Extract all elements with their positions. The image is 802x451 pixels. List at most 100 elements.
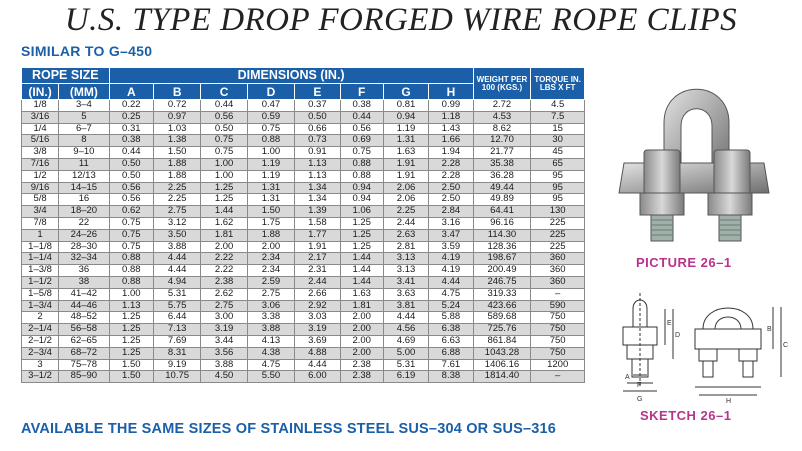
table-cell: – bbox=[530, 370, 585, 384]
table-cell: 7/8 bbox=[20, 216, 60, 230]
table-cell: 6.19 bbox=[382, 370, 430, 384]
table-row: 1–3/8 36 0.88 4.44 2.22 2.34 2.31 1.44 3.13 4.19 2… bbox=[20, 264, 585, 277]
table-cell: 1.25 bbox=[108, 323, 154, 336]
table-cell: 5.00 bbox=[382, 346, 430, 360]
table-cell: 8 bbox=[58, 134, 110, 148]
table-cell: 56–58 bbox=[58, 323, 110, 336]
table-cell: 2.59 bbox=[246, 275, 296, 289]
table-cell: 2.84 bbox=[428, 205, 474, 218]
table-cell: 0.81 bbox=[382, 99, 430, 112]
table-cell: 2.25 bbox=[152, 193, 202, 207]
table-row: 3/8 9–10 0.44 1.50 0.75 1.00 0.91 0.75 1.63 1.94 2… bbox=[20, 146, 585, 159]
table-cell: 4.69 bbox=[382, 334, 430, 348]
table-cell: 1.81 bbox=[200, 228, 248, 242]
table-cell: 4.75 bbox=[246, 358, 296, 372]
table-cell: 1–1/4 bbox=[20, 252, 60, 266]
table-cell: 1.58 bbox=[294, 216, 341, 230]
table-cell: 2.25 bbox=[382, 205, 430, 218]
table-cell: 8.31 bbox=[152, 346, 202, 360]
table-cell: 30 bbox=[530, 134, 585, 148]
table-cell: 1.00 bbox=[200, 169, 248, 183]
table-cell: 6–7 bbox=[58, 122, 110, 136]
table-cell: 1.13 bbox=[108, 299, 154, 313]
table-cell: 1.25 bbox=[200, 181, 248, 195]
table-cell: 22 bbox=[58, 216, 110, 230]
table-cell: 5.24 bbox=[428, 299, 474, 313]
table-cell: 1.00 bbox=[200, 157, 248, 171]
table-cell: 3/16 bbox=[20, 110, 60, 124]
table-cell: 11 bbox=[58, 157, 110, 171]
table-cell: 1.25 bbox=[339, 216, 384, 230]
footer-note: AVAILABLE THE SAME SIZES OF STAINLESS ST… bbox=[21, 421, 557, 437]
table-row: 2–3/4 68–72 1.25 8.31 3.56 4.38 4.88 2.00 5.00 6.… bbox=[20, 346, 585, 360]
table-cell: 2.44 bbox=[382, 216, 430, 230]
table-cell: 65 bbox=[530, 157, 585, 171]
table-cell: 1.63 bbox=[382, 146, 430, 159]
picture-caption: PICTURE 26–1 bbox=[636, 255, 732, 270]
table-cell: 1.77 bbox=[294, 228, 341, 242]
col-c-header: C bbox=[200, 83, 248, 100]
table-cell: 1.03 bbox=[152, 122, 202, 136]
table-cell: 1.00 bbox=[108, 287, 154, 301]
table-cell: 1.91 bbox=[294, 240, 341, 254]
table-cell: 49.44 bbox=[472, 181, 532, 195]
table-cell: 725.76 bbox=[472, 323, 532, 336]
table-cell: 360 bbox=[530, 252, 585, 266]
table-cell: 114.30 bbox=[472, 228, 532, 242]
table-cell: 1–3/4 bbox=[20, 299, 60, 313]
table-cell: 2.06 bbox=[382, 193, 430, 207]
table-cell: 95 bbox=[530, 181, 585, 195]
table-cell: 0.56 bbox=[108, 193, 154, 207]
table-cell: 24–26 bbox=[58, 228, 110, 242]
table-cell: 3 bbox=[20, 358, 60, 372]
table-cell: 10.75 bbox=[152, 370, 202, 384]
table-cell: 1.50 bbox=[108, 370, 154, 384]
table-cell: 1.13 bbox=[294, 157, 341, 171]
table-row: 3/16 5 0.25 0.97 0.56 0.59 0.50 0.44 0.94 1.18 4.5… bbox=[20, 110, 585, 124]
table-cell: 1.75 bbox=[246, 216, 296, 230]
table-cell: 3–4 bbox=[58, 99, 110, 112]
table-cell: 861.84 bbox=[472, 334, 532, 348]
weight-header: WEIGHT PER 100 (KGS.) bbox=[472, 67, 532, 100]
table-cell: 0.44 bbox=[339, 110, 384, 124]
table-cell: 5.75 bbox=[152, 299, 202, 313]
table-cell: 1–3/8 bbox=[20, 264, 60, 277]
table-row: 1 24–26 0.75 3.50 1.81 1.88 1.77 1.25 2.63 3.47 11… bbox=[20, 228, 585, 242]
table-cell: 5.31 bbox=[152, 287, 202, 301]
table-cell: 3.69 bbox=[294, 334, 341, 348]
table-cell: 246.75 bbox=[472, 275, 532, 289]
table-cell: 48–52 bbox=[58, 311, 110, 325]
table-cell: 0.56 bbox=[108, 181, 154, 195]
table-cell: 319.33 bbox=[472, 287, 532, 301]
table-cell: 225 bbox=[530, 240, 585, 254]
table-cell: 1.88 bbox=[246, 228, 296, 242]
table-cell: 1.25 bbox=[339, 228, 384, 242]
table-cell: 0.56 bbox=[339, 122, 384, 136]
table-cell: 2–1/2 bbox=[20, 334, 60, 348]
table-cell: 1.13 bbox=[294, 169, 341, 183]
table-cell: 1.00 bbox=[246, 146, 296, 159]
table-cell: 3/8 bbox=[20, 146, 60, 159]
col-mm-header: (MM) bbox=[58, 83, 110, 100]
table-cell: 35.38 bbox=[472, 157, 532, 171]
table-cell: 4.5 bbox=[530, 99, 585, 112]
table-cell: 1814.40 bbox=[472, 370, 532, 384]
table-row: 7/8 22 0.75 3.12 1.62 1.75 1.58 1.25 2.44 3.16 96.… bbox=[20, 216, 585, 230]
table-row: 3 75–78 1.50 9.19 3.88 4.75 4.44 2.38 5.31 7.61 14… bbox=[20, 358, 585, 372]
table-cell: 1.31 bbox=[382, 134, 430, 148]
table-cell: 0.50 bbox=[108, 169, 154, 183]
table-cell: 0.72 bbox=[152, 99, 202, 112]
sketch-label-c: C bbox=[783, 342, 788, 349]
table-cell: 2.22 bbox=[200, 264, 248, 277]
table-cell: 3.44 bbox=[200, 334, 248, 348]
table-cell: 0.75 bbox=[108, 216, 154, 230]
table-cell: 3.19 bbox=[294, 323, 341, 336]
torque-header: TORQUE IN. LBS X FT bbox=[530, 67, 585, 100]
table-cell: 38 bbox=[58, 275, 110, 289]
table-cell: 0.91 bbox=[294, 146, 341, 159]
table-cell: 1.63 bbox=[339, 287, 384, 301]
table-cell: 5.50 bbox=[246, 370, 296, 384]
table-cell: 4.44 bbox=[152, 264, 202, 277]
table-cell: 4.19 bbox=[428, 252, 474, 266]
dimensions-header: DIMENSIONS (IN.) bbox=[108, 67, 474, 84]
